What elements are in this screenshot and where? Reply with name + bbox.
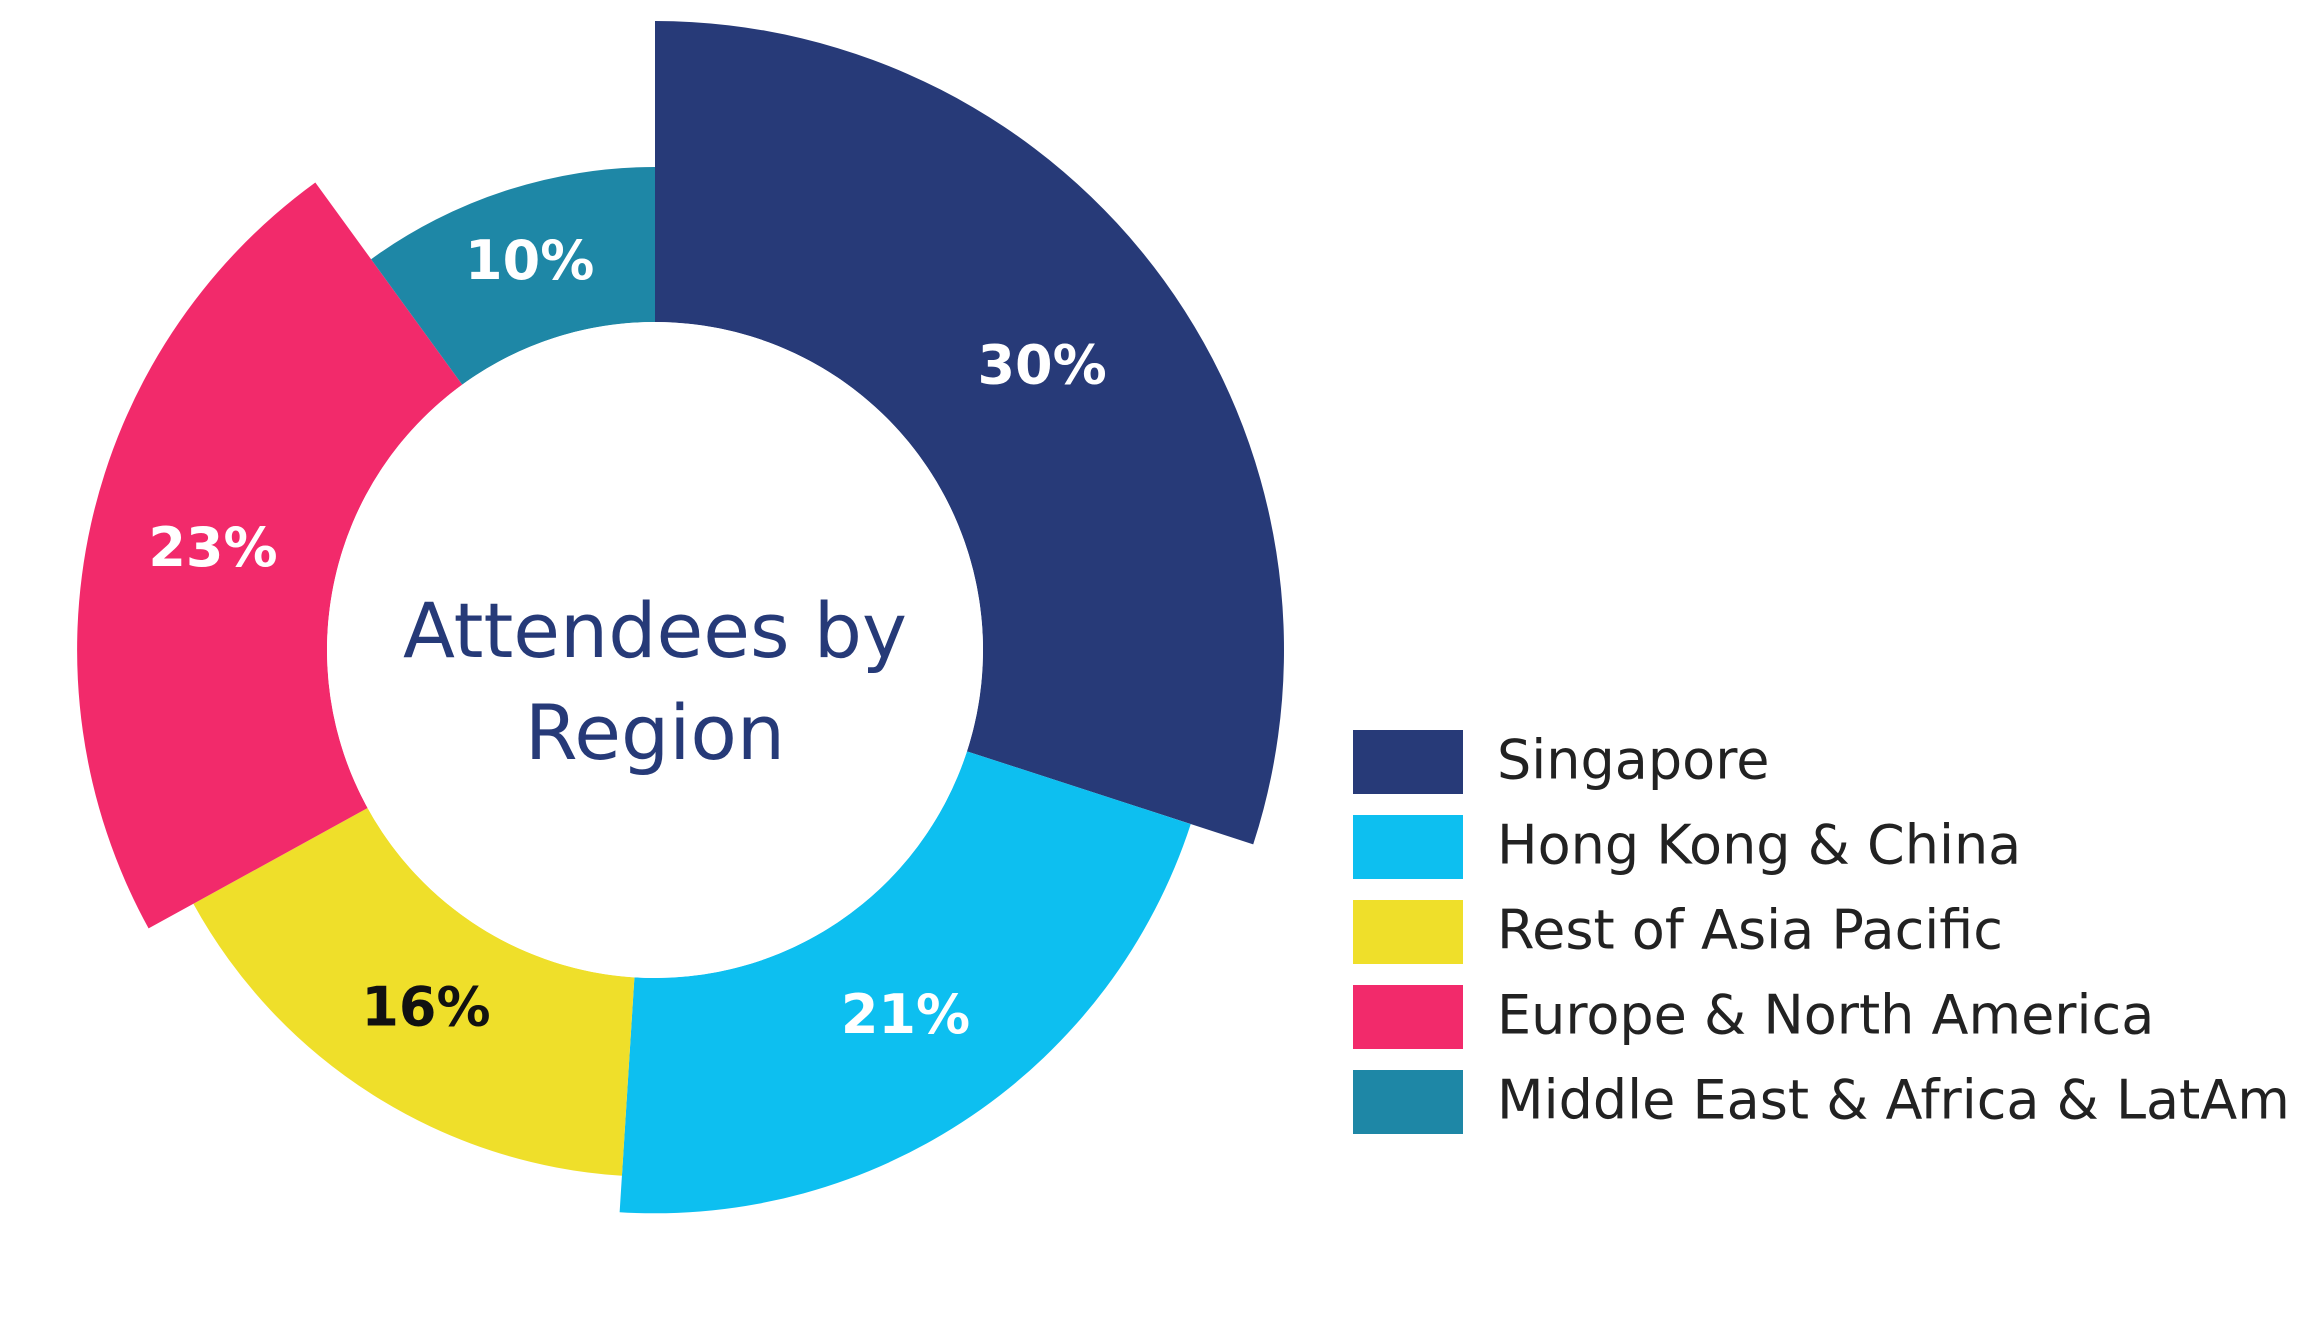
legend-label: Singapore bbox=[1497, 729, 1769, 792]
slice bbox=[655, 21, 1284, 845]
legend-label: Hong Kong & China bbox=[1497, 814, 2021, 877]
data-label: 30% bbox=[977, 333, 1106, 396]
legend-swatch bbox=[1353, 985, 1463, 1049]
slice bbox=[193, 808, 635, 1176]
legend-swatch bbox=[1353, 815, 1463, 879]
slice bbox=[77, 182, 463, 929]
data-label: 10% bbox=[465, 229, 594, 292]
slice bbox=[619, 751, 1191, 1214]
legend-swatch bbox=[1353, 1070, 1463, 1134]
data-label: 21% bbox=[841, 983, 970, 1046]
data-label: 16% bbox=[361, 976, 490, 1039]
legend-label: Middle East & Africa & LatAm bbox=[1497, 1069, 2290, 1132]
legend-label: Europe & North America bbox=[1497, 984, 2154, 1047]
legend-label: Rest of Asia Pacific bbox=[1497, 899, 2003, 962]
legend-swatch bbox=[1353, 730, 1463, 794]
donut-hole bbox=[327, 322, 983, 978]
slice bbox=[371, 167, 655, 385]
data-label: 23% bbox=[148, 516, 277, 579]
legend-swatch bbox=[1353, 900, 1463, 964]
chart-title: Attendees by Region bbox=[403, 586, 907, 777]
